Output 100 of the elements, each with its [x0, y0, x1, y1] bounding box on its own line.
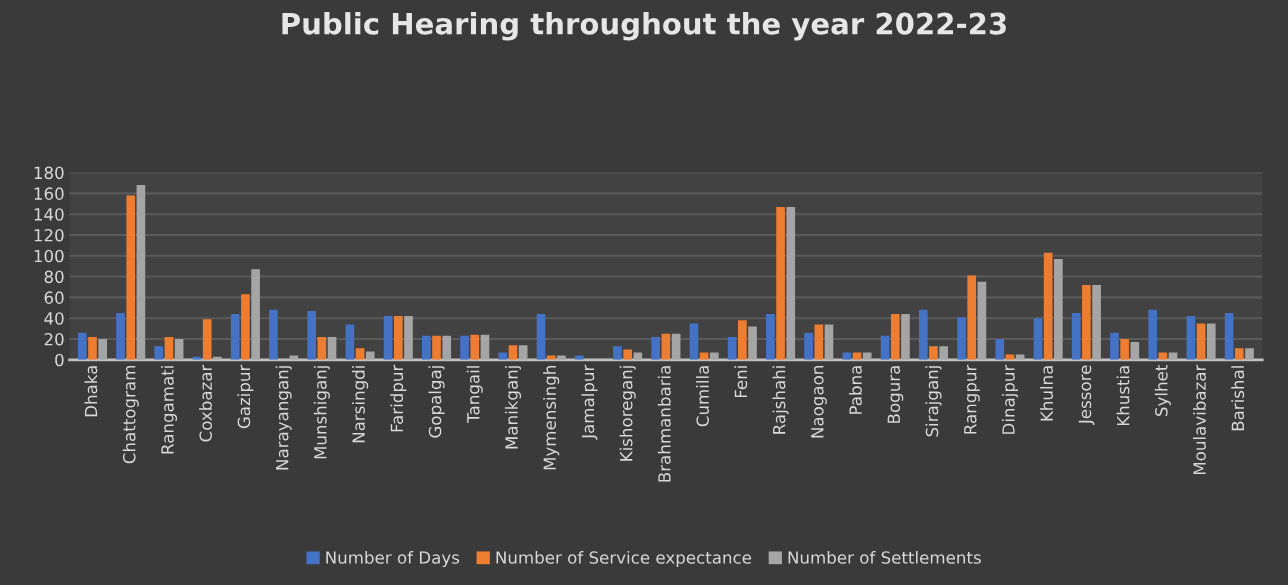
- bar: [918, 309, 928, 360]
- bar: [202, 319, 212, 360]
- bar: [404, 316, 413, 360]
- x-tick-label: Khulna: [1040, 366, 1053, 421]
- bar: [1224, 312, 1234, 360]
- x-tick-label: Khustia: [1116, 366, 1130, 426]
- x-tick-label: Manikganj: [504, 366, 522, 449]
- x-tick-label: Moulavibazar: [1193, 364, 1206, 475]
- bar: [345, 324, 355, 360]
- legend-label: Number of Service expectance: [496, 550, 752, 568]
- x-tick-label: Jamalpur: [581, 364, 598, 440]
- bar: [967, 275, 977, 360]
- bar: [689, 323, 699, 360]
- bar: [862, 352, 872, 360]
- bar: [77, 332, 87, 360]
- bar: [269, 309, 278, 360]
- bar: [995, 338, 1005, 360]
- bar: [1054, 258, 1063, 360]
- bar: [1120, 338, 1129, 360]
- bar: [804, 332, 813, 360]
- bar: [824, 324, 834, 360]
- x-tick-label: Jessore: [1078, 365, 1095, 425]
- bar: [1092, 284, 1101, 360]
- bar: [98, 338, 108, 360]
- x-tick-label: Sirajganj: [925, 366, 942, 437]
- bar: [1186, 316, 1196, 360]
- y-tick-label: 0: [55, 353, 64, 367]
- bar: [766, 314, 775, 360]
- bar: [154, 346, 164, 360]
- bar: [786, 206, 796, 360]
- y-tick-label: 120: [34, 228, 64, 242]
- bar: [536, 314, 546, 360]
- bar: [307, 310, 316, 360]
- bar: [241, 294, 250, 360]
- y-tick-label: 20: [44, 332, 64, 346]
- bar: [393, 316, 403, 360]
- bar: [136, 185, 146, 360]
- x-tick-label: Coxbazar: [199, 364, 213, 442]
- x-tick-label: Naogaon: [811, 366, 827, 438]
- bar: [939, 346, 949, 360]
- x-tick-label: Cumilla: [696, 366, 709, 427]
- bar: [1245, 348, 1254, 360]
- x-tick-label: Faridpur: [390, 364, 407, 432]
- bar: [365, 351, 375, 360]
- bar: [623, 349, 632, 360]
- bar: [1196, 323, 1206, 360]
- x-tick-label: Munshiganj: [313, 366, 330, 459]
- y-tick-label: 180: [34, 166, 64, 180]
- bar: [738, 320, 747, 360]
- y-tick-label: 160: [34, 187, 64, 200]
- bar: [977, 281, 987, 360]
- bar: [422, 335, 431, 360]
- x-tick-label: Gazipur: [237, 364, 254, 429]
- bar: [1130, 342, 1140, 360]
- bar: [890, 314, 900, 360]
- y-tick-label: 80: [44, 270, 64, 284]
- bar: [929, 346, 938, 360]
- bar: [1206, 323, 1216, 360]
- bar: [1071, 312, 1081, 360]
- x-tick-label: Bogura: [887, 366, 904, 423]
- bar: [1110, 332, 1119, 360]
- bar: [470, 334, 480, 360]
- x-tick-label: Mymensingh: [543, 366, 560, 470]
- bar: [251, 269, 260, 360]
- bar: [957, 317, 966, 360]
- x-tick-label: Dinajpur: [1001, 364, 1019, 434]
- x-tick-label: Rangamati: [160, 366, 178, 454]
- bar: [230, 314, 240, 360]
- bar: [460, 335, 469, 360]
- x-tick-label: Narsingdi: [352, 366, 369, 443]
- bar: [383, 316, 393, 360]
- chart-title: Public Hearing throughout the year 2022-23: [282, 12, 1006, 41]
- x-tick-label: Narayanganj: [275, 366, 292, 470]
- legend-label: Number of Days: [326, 550, 460, 568]
- y-tick-label: 140: [34, 208, 64, 221]
- legend-label: Number of Settlements: [788, 550, 981, 564]
- bar: [1033, 318, 1043, 360]
- y-tick-label: 60: [44, 291, 64, 304]
- x-tick-label: Feni: [734, 366, 748, 398]
- x-tick-label: Dhaka: [84, 366, 98, 417]
- bar: [88, 336, 97, 360]
- x-tick-label: Gopalgaj: [428, 366, 445, 438]
- bar: [901, 314, 910, 360]
- bar: [1148, 309, 1157, 360]
- bar: [116, 312, 125, 360]
- bar: [709, 352, 719, 360]
- bar: [498, 352, 508, 360]
- y-tick-label: 100: [34, 249, 64, 263]
- bar: [1234, 348, 1244, 360]
- x-tick-label: Rangpur: [964, 364, 980, 434]
- y-tick-label: 40: [44, 312, 64, 325]
- bar: [776, 206, 785, 360]
- bar: [748, 326, 757, 360]
- bar: [814, 324, 824, 360]
- x-tick-label: Sylhet: [1154, 365, 1171, 416]
- x-tick-label: Chattogram: [122, 366, 139, 464]
- bar: [518, 345, 528, 360]
- x-tick-label: Pabna: [848, 366, 862, 414]
- x-tick-label: Rajshahi: [772, 366, 789, 434]
- bar: [1043, 252, 1053, 360]
